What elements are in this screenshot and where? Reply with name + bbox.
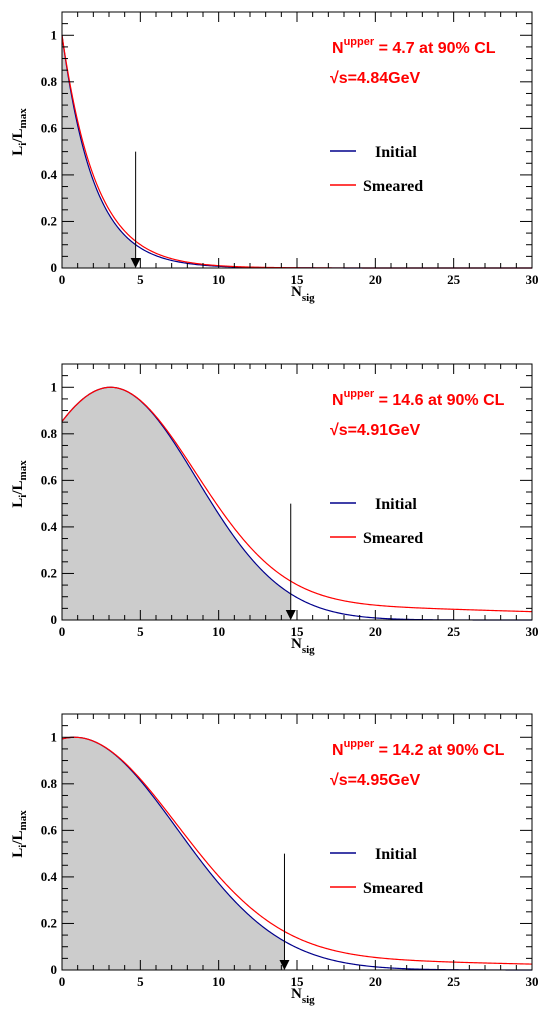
chart-panel-1: 0 5 10 15 20 25 30 0 0.2 0.4 0.6 0.8 1 Nsig Li/Lmax Nup… xyxy=(10,11,539,304)
x-axis-title-sub: sig xyxy=(302,292,315,304)
x-tick-label: 10 xyxy=(212,974,225,989)
energy-label: √s=4.91GeV xyxy=(330,422,421,439)
y-axis-title-sub-i: i xyxy=(17,845,29,848)
chart-panel-3: 0 5 10 15 20 25 30 0 0.2 0.4 0.6 0.8 1 Nsig Li/Lmax Nup… xyxy=(10,713,539,1006)
y-tick-label: 0.8 xyxy=(41,776,58,791)
annotation-rest: = 14.2 at 90% CL xyxy=(374,742,505,759)
y-tick-label: 0.6 xyxy=(41,822,58,837)
y-tick-label: 0.6 xyxy=(41,472,58,487)
legend-label-initial: Initial xyxy=(375,144,417,161)
x-tick-label: 30 xyxy=(526,272,539,287)
y-axis-title-l: L xyxy=(10,848,26,858)
annotation-rest: = 14.6 at 90% CL xyxy=(374,392,505,409)
x-axis-title: Nsig xyxy=(291,636,315,656)
y-tick-label: 0.8 xyxy=(41,426,58,441)
x-tick-label: 30 xyxy=(526,624,539,639)
shaded-region xyxy=(62,737,285,970)
upper-limit-annotation: Nupper = 14.2 at 90% CL xyxy=(332,738,505,759)
limit-arrow-head xyxy=(285,610,296,620)
x-tick-label: 5 xyxy=(137,974,144,989)
legend-label-initial: Initial xyxy=(375,496,417,513)
y-tick-label: 0 xyxy=(51,962,58,977)
y-axis-title-sub-max: max xyxy=(17,460,29,481)
energy-label: √s=4.95GeV xyxy=(330,772,421,789)
y-axis-title-mid: /L xyxy=(10,128,26,143)
x-tick-label: 10 xyxy=(212,272,225,287)
x-axis-title-main: N xyxy=(291,986,302,1002)
annotation-sup: upper xyxy=(344,388,375,400)
y-tick-label: 1 xyxy=(51,729,58,744)
x-axis-title-sub: sig xyxy=(302,644,315,656)
x-tick-label: 15 xyxy=(291,272,305,287)
y-axis-title: Li/Lmax xyxy=(10,460,29,508)
y-axis-title-mid: /L xyxy=(10,830,26,845)
upper-limit-annotation: Nupper = 14.6 at 90% CL xyxy=(332,388,505,409)
chart-panel-2: 0 5 10 15 20 25 30 0 0.2 0.4 0.6 0.8 1 Nsig Li/Lmax Nup… xyxy=(10,363,539,656)
series-line-smeared xyxy=(61,35,532,269)
x-tick-label: 20 xyxy=(369,272,382,287)
y-axis-title: Li/Lmax xyxy=(10,810,29,858)
y-tick-label: 0.4 xyxy=(41,869,58,884)
y-tick-label: 0.2 xyxy=(41,915,57,930)
y-tick-label: 0 xyxy=(51,260,58,275)
annotation-sup: upper xyxy=(344,36,375,48)
y-axis-title-sub-max: max xyxy=(17,810,29,831)
y-axis-title-l: L xyxy=(10,146,26,156)
x-tick-label: 25 xyxy=(447,974,461,989)
y-axis-title-sub-max: max xyxy=(17,108,29,129)
legend-label-initial: Initial xyxy=(375,846,417,863)
x-tick-label: 5 xyxy=(137,272,144,287)
annotation-n: N xyxy=(332,742,344,759)
legend-label-smeared: Smeared xyxy=(363,880,423,897)
y-axis-title-sub-i: i xyxy=(17,495,29,498)
x-tick-label: 0 xyxy=(59,624,66,639)
y-tick-label: 1 xyxy=(51,27,58,42)
upper-limit-annotation: Nupper = 4.7 at 90% CL xyxy=(332,36,496,57)
legend-label-smeared: Smeared xyxy=(363,530,423,547)
limit-arrow-head xyxy=(279,960,290,970)
x-tick-label: 15 xyxy=(291,974,305,989)
series-line-smeared xyxy=(61,386,533,613)
energy-label: √s=4.84GeV xyxy=(330,70,421,87)
x-tick-label: 10 xyxy=(212,624,225,639)
x-axis-title-sub: sig xyxy=(302,994,315,1006)
x-tick-label: 25 xyxy=(447,624,461,639)
y-tick-label: 0 xyxy=(51,612,58,627)
annotation-rest: = 4.7 at 90% CL xyxy=(374,40,496,57)
x-tick-label: 20 xyxy=(369,974,382,989)
y-axis-title-mid: /L xyxy=(10,480,26,495)
y-tick-label: 0.2 xyxy=(41,565,57,580)
shaded-region xyxy=(62,387,291,620)
annotation-sup: upper xyxy=(344,738,375,750)
annotation-n: N xyxy=(332,392,344,409)
limit-arrow-head xyxy=(130,258,141,268)
x-tick-label: 0 xyxy=(59,974,66,989)
x-axis-title-main: N xyxy=(291,636,302,652)
x-tick-label: 5 xyxy=(137,624,144,639)
annotation-n: N xyxy=(332,40,344,57)
y-axis-title: Li/Lmax xyxy=(10,108,29,156)
x-tick-label: 20 xyxy=(369,624,382,639)
y-tick-label: 0.2 xyxy=(41,213,57,228)
x-tick-label: 0 xyxy=(59,272,66,287)
y-tick-label: 0.8 xyxy=(41,74,58,89)
y-axis-title-sub-i: i xyxy=(17,143,29,146)
x-tick-label: 15 xyxy=(291,624,305,639)
shaded-region xyxy=(62,35,136,268)
x-axis-title: Nsig xyxy=(291,986,315,1006)
y-tick-label: 1 xyxy=(51,379,58,394)
legend-label-smeared: Smeared xyxy=(363,178,423,195)
y-tick-label: 0.4 xyxy=(41,167,58,182)
y-axis-title-l: L xyxy=(10,498,26,508)
y-tick-label: 0.4 xyxy=(41,519,58,534)
y-tick-label: 0.6 xyxy=(41,120,58,135)
x-tick-label: 30 xyxy=(526,974,539,989)
x-axis-title-main: N xyxy=(291,284,302,300)
series-line-initial xyxy=(61,35,532,269)
x-axis-title: Nsig xyxy=(291,284,315,304)
x-tick-label: 25 xyxy=(447,272,461,287)
